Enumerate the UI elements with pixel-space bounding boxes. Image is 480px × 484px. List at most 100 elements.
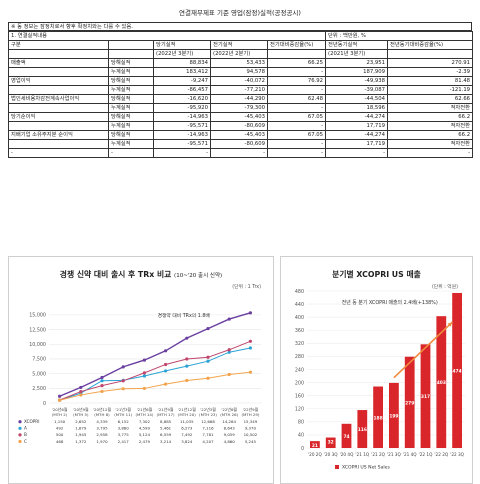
x-tick-label: '20 4Q: [340, 452, 354, 457]
growth-arrow: [393, 321, 453, 379]
table-cell: -16,620: [153, 94, 211, 104]
y-tick-label: 440: [295, 302, 304, 308]
x-tick-label: '21 1Q: [355, 452, 369, 457]
chart-annotation: 경쟁약 대비 TRx의 1.8배: [158, 312, 210, 319]
x-tick-label: '21 4Q: [403, 452, 417, 457]
chart-annotation: 전년 동 분기 XCOPRI 매출의 2.4배(+138%): [342, 299, 438, 306]
chart-subtitle: (10~'20 출시 신약): [174, 273, 223, 279]
table-cell: 67.05: [266, 130, 327, 140]
data-label: 4,860: [224, 439, 236, 444]
table-cell: 당기실적: [153, 40, 211, 50]
table-cell: -: [266, 85, 327, 95]
data-point: [100, 384, 104, 388]
table-cell: -: [266, 67, 327, 77]
data-label: 2,958: [96, 432, 108, 437]
data-label: 5,461: [160, 426, 172, 431]
table-cell: [8, 49, 109, 59]
bar: [357, 410, 368, 448]
table-row: -------: [8, 148, 474, 158]
data-point: [248, 370, 252, 374]
table-cell: 영업이익: [8, 76, 109, 86]
y-tick-label: 10,000: [29, 342, 46, 348]
data-label: 3,860: [118, 426, 130, 431]
data-point: [164, 349, 168, 353]
bar-value-label: 279: [405, 400, 414, 406]
x-tick-label: '20 3Q: [324, 452, 338, 457]
x-tick-label: '21 3Q: [387, 452, 401, 457]
bar: [389, 382, 399, 448]
table-header-row: 구분 당기실적 전기실적 전기대비증감율(%) 전년동기실적 전년동기대비증감율(%): [8, 40, 474, 50]
bar-value-label: 199: [389, 413, 398, 419]
chart-unit-label: (단위 : 1 Trx): [232, 285, 261, 290]
data-label: 1,970: [96, 439, 108, 444]
table-cell: (2022년 2분기): [210, 49, 268, 59]
table-cell: 23,951: [325, 58, 389, 68]
document-title: 연결재무제표 기준 영업(잠정)실적(공정공시): [179, 9, 301, 17]
table-cell: -80,609: [210, 139, 268, 149]
table-cell: -45,403: [210, 130, 268, 140]
y-tick-label: 240: [295, 367, 304, 373]
data-point: [100, 375, 104, 380]
series-line: [59, 312, 251, 397]
legend-label: XCOPRI US Net Sales: [342, 465, 391, 471]
table-cell: [8, 103, 109, 113]
table-cell: 당해실적: [108, 58, 154, 68]
data-label: 11,035: [180, 419, 194, 424]
xcopri-sales-chart-panel: 분기별 XCOPRI US 매출 (단위 : 억원) 0 40 80 120 160 20…: [280, 256, 473, 484]
data-point: [227, 317, 231, 321]
x-tick-label: '20년6월 (MTH 2): [52, 407, 68, 417]
data-label: 3,214: [160, 439, 172, 444]
data-label: 2,479: [139, 439, 151, 444]
data-label: 7,116: [202, 426, 214, 431]
table-row: 누계실적 -95,920 -79,300-18,596 적자전환: [8, 103, 474, 113]
data-label: 5,245: [245, 439, 257, 444]
table-cell: -44,504: [325, 94, 389, 104]
table-cell: -45,403: [210, 112, 268, 122]
data-label: 1,679: [75, 426, 87, 431]
table-cell: [266, 49, 327, 59]
y-tick-label: 160: [295, 393, 304, 399]
data-point: [142, 358, 146, 362]
data-point: [206, 355, 210, 359]
table-cell: -95,920: [153, 103, 211, 113]
y-tick-label: 360: [295, 328, 304, 334]
data-point: [206, 326, 210, 331]
table-cell: [8, 67, 109, 77]
table-cell: -: [325, 148, 389, 158]
data-point: [185, 378, 189, 383]
table-cell: 전기대비증감율(%): [266, 40, 327, 50]
legend-label: C: [24, 439, 27, 444]
x-tick-label: '22 2Q: [434, 452, 448, 457]
data-label: 7,781: [202, 432, 214, 437]
bar: [452, 292, 462, 448]
data-label: 1,150: [54, 419, 66, 424]
y-tick-label: 480: [295, 289, 304, 295]
table-cell: 18,596: [325, 103, 389, 113]
y-tick-label: 0: [301, 446, 304, 452]
series-line: [59, 371, 251, 401]
data-label: 4,339: [96, 419, 108, 424]
y-tick-label: 120: [295, 407, 304, 413]
data-point: [185, 364, 189, 368]
data-label: 2,417: [118, 439, 130, 444]
data-label: 15,349: [244, 419, 258, 424]
data-point: [206, 376, 210, 380]
table-cell: 67.05: [266, 112, 327, 122]
bar-value-label: 74: [343, 434, 349, 440]
legend-marker: [18, 433, 22, 437]
table-cell: 전년동기실적: [325, 40, 389, 50]
table-cell: 법인세비용차감전계속사업이익: [8, 94, 109, 104]
x-tick-label: '21년9월 (MTH 17): [157, 407, 175, 417]
y-tick-label: 320: [295, 341, 304, 347]
growth-arrow-head: [447, 322, 453, 327]
table-cell: 62.66: [387, 94, 474, 104]
table-cell: -49,938: [325, 76, 389, 86]
bar-value-label: 21: [312, 443, 318, 449]
table-cell: 66.2: [387, 130, 474, 140]
x-tick-label: '21년3월 (MTH 11): [114, 407, 132, 417]
table-cell: -14,963: [153, 112, 211, 122]
xcopri-bar-chart: 0 40 80 120 160 200 240 280 320 360 400 440 480 21 '20…: [295, 289, 465, 471]
table-cell: -14,963: [153, 130, 211, 140]
table-cell: 17,719: [325, 139, 389, 149]
table-row: 당기순이익 당해실적 -14,963 -45,403 67.05 -44,274 66.2: [8, 112, 474, 122]
